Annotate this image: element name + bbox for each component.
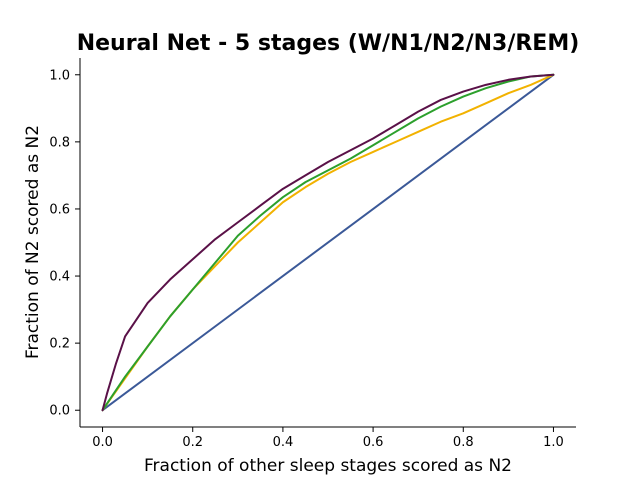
series-line-1 (101, 73, 555, 412)
x-tick-label: 0.4 (273, 435, 294, 450)
x-tick-label: 0.2 (182, 435, 203, 450)
x-tick-label: 1.0 (543, 435, 564, 450)
y-tick-label: 0.6 (49, 202, 70, 217)
chart-title: Neural Net - 5 stages (W/N1/N2/N3/REM) (77, 31, 580, 56)
series-line-4 (101, 73, 555, 412)
y-tick-label: 0.8 (49, 135, 70, 150)
axes-spines (79, 58, 576, 428)
y-tick-label: 0.0 (49, 404, 70, 419)
series-line-3 (101, 73, 555, 412)
x-axis-label: Fraction of other sleep stages scored as… (144, 456, 512, 476)
x-tick-label: 0.8 (453, 435, 474, 450)
y-tick-label: 0.4 (49, 270, 70, 285)
y-axis-ticks: 0.0 0.2 0.4 0.6 0.8 1.0 (49, 68, 80, 419)
y-tick-label: 0.2 (49, 337, 70, 352)
x-tick-label: 0.0 (92, 435, 113, 450)
x-tick-label: 0.6 (363, 435, 384, 450)
plot-area (101, 73, 555, 412)
y-axis-label: Fraction of N2 scored as N2 (23, 125, 43, 359)
y-tick-label: 1.0 (49, 68, 70, 83)
x-axis-ticks: 0.0 0.2 0.4 0.6 0.8 1.0 (92, 427, 564, 450)
